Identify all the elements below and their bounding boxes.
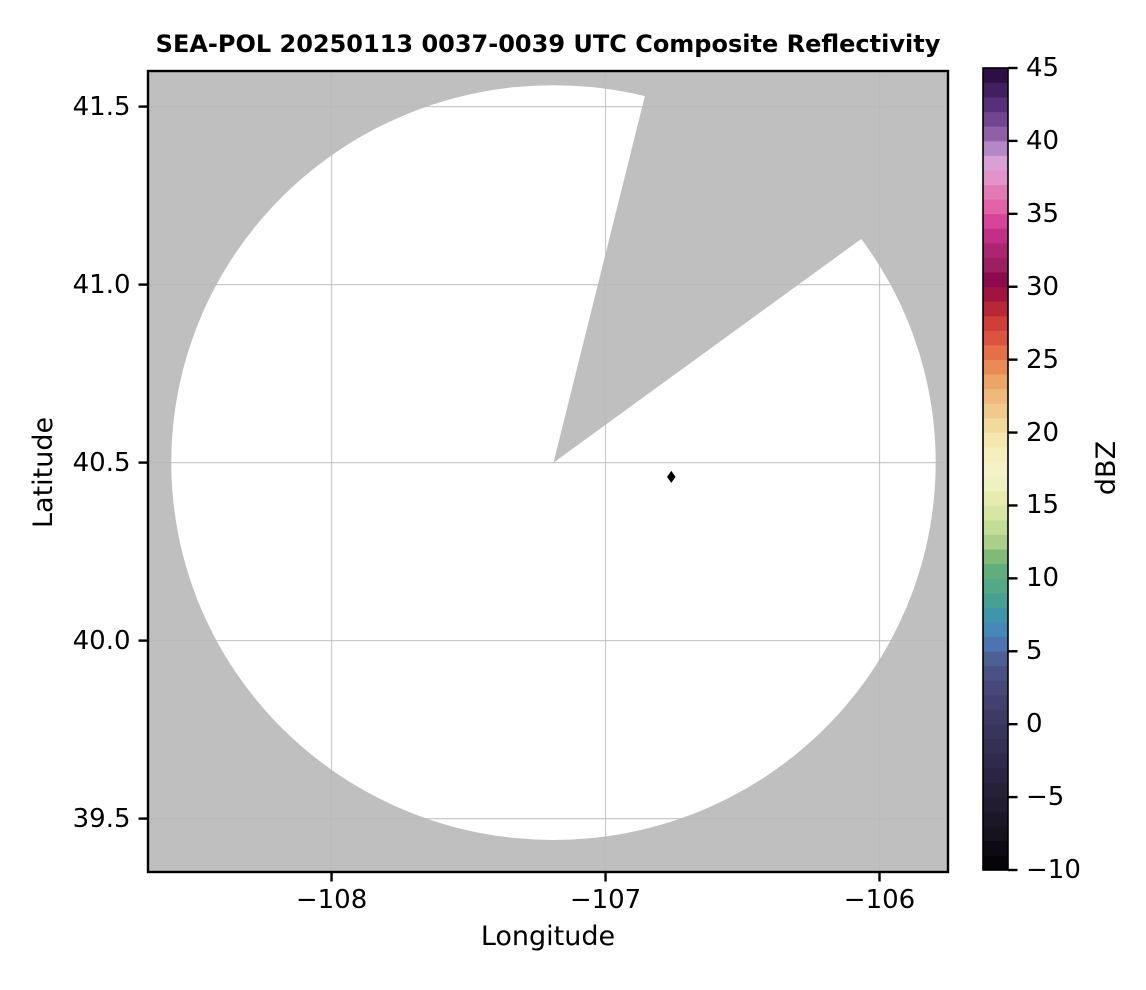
colorbar-band — [983, 169, 1008, 186]
colorbar-tick-label: 5 — [1026, 636, 1043, 667]
colorbar-tick-label: 30 — [1026, 271, 1060, 302]
colorbar-band — [983, 271, 1008, 288]
colorbar-band — [983, 650, 1008, 667]
colorbar-band — [983, 228, 1008, 244]
colorbar-tick-label: 45 — [1026, 53, 1060, 83]
y-tick-label: 40.0 — [72, 625, 131, 656]
colorbar-band — [983, 111, 1008, 127]
colorbar-band — [983, 548, 1008, 565]
colorbar-band — [983, 373, 1008, 390]
colorbar-band — [983, 592, 1008, 608]
y-tick-label: 41.0 — [72, 269, 131, 300]
colorbar-tick-label: 0 — [1026, 709, 1043, 740]
colorbar-band — [983, 665, 1008, 681]
colorbar-band — [983, 213, 1008, 229]
colorbar-band — [983, 534, 1008, 550]
colorbar-band — [983, 315, 1008, 331]
colorbar-band — [983, 636, 1008, 652]
colorbar-band — [983, 257, 1008, 273]
colorbar-tick-label: 40 — [1026, 125, 1060, 156]
colorbar-band — [983, 417, 1008, 433]
site-marker-diamond — [666, 470, 676, 483]
colorbar-tick-label: 25 — [1026, 344, 1060, 375]
plot-frame — [146, 69, 950, 874]
colorbar-tick-label: 35 — [1026, 198, 1060, 229]
colorbar-band — [983, 359, 1008, 375]
colorbar-band — [983, 752, 1008, 769]
colorbar-band — [983, 490, 1008, 506]
colorbar-band — [983, 855, 1008, 871]
colorbar-band — [983, 344, 1008, 360]
colorbar-tick-label: 15 — [1026, 490, 1060, 521]
colorbar-band — [983, 811, 1008, 827]
colorbar-band — [983, 738, 1008, 754]
colorbar-band — [983, 242, 1008, 258]
colorbar-band — [983, 694, 1008, 710]
colorbar-band — [983, 723, 1008, 740]
x-tick-label: −107 — [569, 885, 642, 915]
colorbar-tick-label: −10 — [1026, 855, 1081, 885]
colorbar-band — [983, 300, 1008, 317]
colorbar-band — [983, 82, 1008, 98]
y-tick-label: 40.5 — [72, 447, 131, 478]
colorbar-tick-label: −5 — [1026, 782, 1065, 813]
colorbar-band — [983, 155, 1008, 171]
colorbar-band — [983, 767, 1008, 783]
colorbar-tick-label: 20 — [1026, 417, 1060, 448]
colorbar-band — [983, 96, 1008, 113]
colorbar-band — [983, 563, 1008, 579]
y-tick-label: 39.5 — [72, 803, 131, 834]
colorbar-band — [983, 607, 1008, 623]
colorbar-band — [983, 825, 1008, 842]
colorbar-band — [983, 403, 1008, 419]
colorbar-band — [983, 461, 1008, 477]
colorbar-band — [983, 505, 1008, 521]
colorbar-band — [983, 198, 1008, 215]
x-axis-label: Longitude — [480, 921, 616, 952]
colorbar-band — [983, 446, 1008, 463]
colorbar-band — [983, 475, 1008, 492]
colorbar-band — [983, 140, 1008, 156]
colorbar-band — [983, 578, 1008, 594]
colorbar-band — [983, 184, 1008, 200]
colorbar-outline — [982, 67, 1009, 871]
colorbar-band — [983, 782, 1008, 798]
map-area — [148, 71, 948, 872]
y-tick-label: 41.5 — [72, 91, 131, 122]
plot-title: SEA-POL 20250113 0037-0039 UTC Composite… — [155, 30, 941, 58]
x-tick-label: −108 — [295, 885, 368, 915]
colorbar-band — [983, 680, 1008, 696]
colorbar-band — [983, 796, 1008, 813]
colorbar-band — [983, 432, 1008, 448]
colorbar-band — [983, 519, 1008, 535]
colorbar-band — [983, 621, 1008, 638]
colorbar-band — [983, 388, 1008, 404]
colorbar-band — [983, 67, 1008, 83]
colorbar-band — [983, 709, 1008, 725]
colorbar-band — [983, 330, 1008, 346]
colorbar-tick-label: 10 — [1026, 563, 1060, 594]
missing-data-sector — [553, 71, 948, 463]
colorbar-band — [983, 125, 1008, 142]
x-tick-label: −106 — [843, 885, 916, 915]
colorbar-band — [983, 286, 1008, 302]
colorbar-band — [983, 840, 1008, 856]
